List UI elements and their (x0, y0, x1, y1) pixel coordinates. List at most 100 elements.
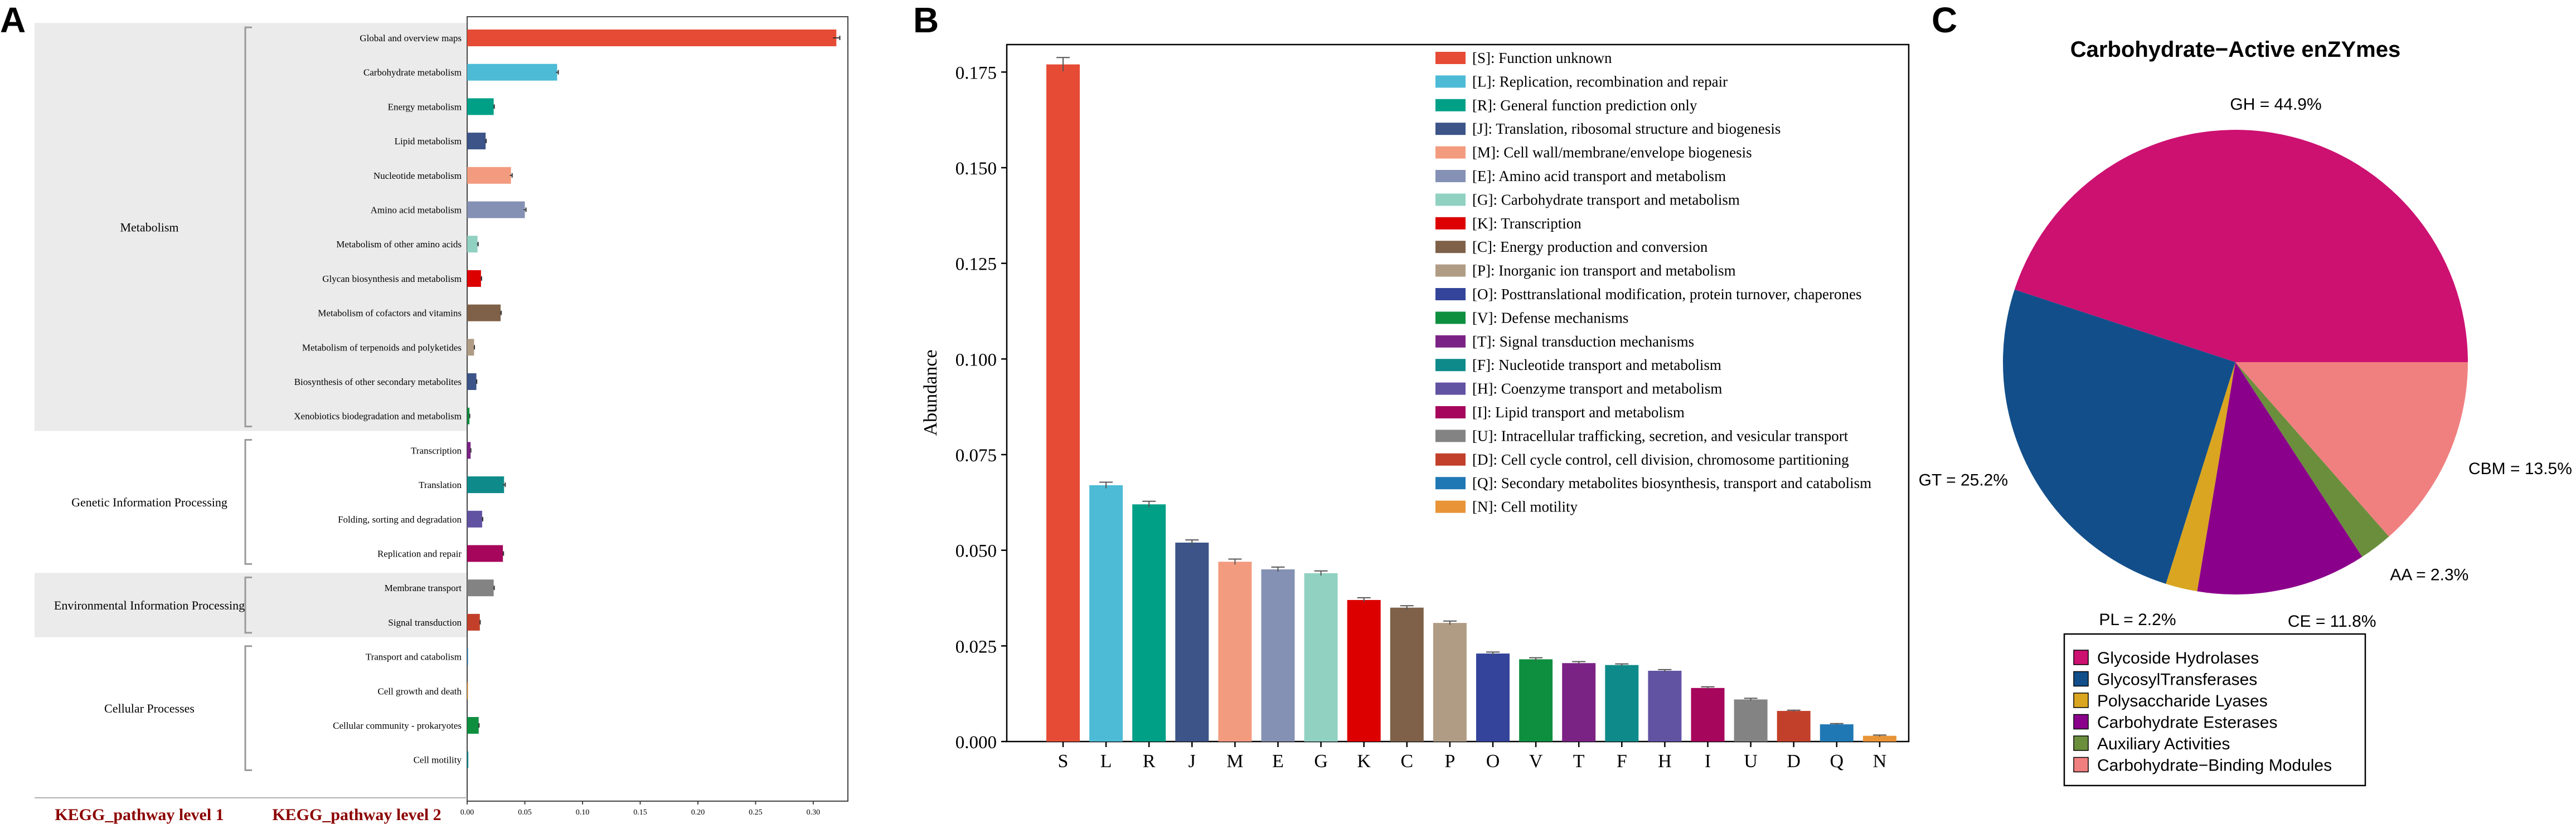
kegg-group-band (35, 573, 467, 637)
cazy-legend-swatch (2073, 757, 2089, 773)
kegg-pathway-label: Translation (419, 480, 462, 490)
cog-x-tick-label: N (1873, 751, 1887, 772)
kegg-bar (467, 98, 494, 115)
kegg-group-labels: Metabolism Genetic Information Processing… (54, 220, 245, 715)
kegg-pathway-label: Transcription (411, 445, 462, 456)
cog-legend-swatch (1435, 359, 1466, 372)
cog-legend-swatch (1435, 500, 1466, 513)
kegg-bar (467, 407, 470, 425)
kegg-bar (467, 373, 477, 390)
kegg-bar (467, 64, 557, 81)
cog-legend-label: [D]: Cell cycle control, cell division, … (1472, 451, 1849, 468)
cog-legend-label: [E]: Amino acid transport and metabolism (1472, 168, 1726, 184)
cazy-slice-gh (2014, 130, 2468, 362)
cazy-slice-cbm (2235, 362, 2468, 537)
cog-bar (1734, 699, 1768, 742)
kegg-bar (467, 613, 480, 631)
cog-bar (1691, 687, 1725, 742)
cog-legend-swatch (1435, 217, 1466, 230)
cog-legend-label: [G]: Carbohydrate transport and metaboli… (1472, 191, 1740, 208)
cog-legend-swatch (1435, 170, 1466, 182)
kegg-bar (467, 304, 501, 321)
cazy-legend-box (2063, 633, 2366, 787)
kegg-group-bracket (244, 26, 252, 428)
cog-x-tick-label: T (1573, 751, 1585, 772)
cog-legend-swatch (1435, 335, 1466, 348)
cog-legend-swatch (1435, 264, 1466, 277)
cazy-slice-label: CE = 11.8% (2288, 612, 2376, 631)
cog-legend-swatch (1435, 430, 1466, 442)
kegg-bar (467, 476, 504, 494)
cog-legend-label: [N]: Cell motility (1472, 499, 1578, 515)
cog-x-tick-label: C (1400, 751, 1413, 772)
cog-legend-label: [V]: Defense mechanisms (1472, 309, 1628, 326)
kegg-pathway-label: Replication and repair (377, 549, 462, 559)
cog-x-tick-label: J (1188, 751, 1196, 772)
kegg-group-brackets (244, 26, 252, 772)
cog-legend-label: [T]: Signal transduction mechanisms (1472, 333, 1694, 350)
kegg-bar (467, 442, 471, 459)
kegg-pathway-label: Lipid metabolism (395, 136, 462, 147)
cog-legend-label: [F]: Nucleotide transport and metabolism (1472, 357, 1721, 373)
kegg-bar (467, 167, 511, 184)
cog-legend-swatch (1435, 477, 1466, 490)
kegg-group-label: Metabolism (120, 220, 178, 234)
cog-legend-swatch (1435, 382, 1466, 395)
kegg-group-label: Environmental Information Processing (54, 598, 245, 612)
cog-legend-label: [K]: Transcription (1472, 215, 1582, 232)
cazy-legend-label: Carbohydrate−Binding Modules (2097, 757, 2332, 775)
cog-x-tick-label: I (1705, 751, 1711, 772)
kegg-x-tick-label: 0.00 (460, 808, 474, 817)
kegg-bar (467, 201, 525, 218)
cazy-legend-label: Glycoside Hydrolases (2097, 649, 2259, 667)
cazy-slice-aa (2235, 362, 2389, 557)
cog-bar (1261, 569, 1295, 742)
cog-bar (1175, 542, 1209, 742)
cazy-title: Carbohydrate−Active enZYmes (2070, 37, 2400, 62)
kegg-bar (467, 717, 479, 734)
cog-legend-swatch (1435, 75, 1466, 88)
cog-bar (1390, 607, 1424, 742)
cog-x-tick-label: G (1314, 751, 1328, 772)
kegg-plot-frame (467, 16, 848, 802)
cazy-legend-swatch (2073, 735, 2089, 751)
cazy-legend-swatch (2073, 671, 2089, 687)
cog-y-tick-label: 0.150 (955, 159, 997, 179)
cog-bar (1519, 659, 1553, 742)
cog-legend: [S]: Function unknown [L]: Replication, r… (1435, 50, 1871, 515)
cog-legend-swatch (1435, 406, 1466, 418)
kegg-group-bands (35, 23, 467, 637)
kegg-group-label: Genetic Information Processing (71, 495, 227, 509)
cog-legend-label: [I]: Lipid transport and metabolism (1472, 404, 1685, 421)
kegg-bar (467, 751, 469, 768)
kegg-group-bracket (244, 439, 252, 565)
kegg-group-bracket (244, 576, 252, 634)
cog-x-tick-label: Q (1830, 751, 1844, 772)
kegg-pathway-label: Nucleotide metabolism (373, 170, 462, 181)
kegg-pathway-label: Amino acid metabolism (371, 205, 462, 216)
cog-legend-swatch (1435, 311, 1466, 324)
cazy-slice-label: GH = 44.9% (2230, 95, 2321, 114)
kegg-pathway-label: Metabolism of cofactors and vitamins (318, 308, 462, 319)
kegg-bar (467, 236, 478, 253)
cog-bar (1132, 504, 1166, 742)
kegg-pathway-label: Transport and catabolism (366, 652, 462, 662)
cog-legend-label: [S]: Function unknown (1472, 50, 1612, 66)
cog-legend-label: [M]: Cell wall/membrane/envelope biogene… (1472, 144, 1752, 161)
cog-bar (1476, 654, 1510, 742)
cog-legend-swatch (1435, 99, 1466, 111)
cog-x-tick-label: P (1444, 751, 1455, 772)
cog-y-label: Abundance (920, 350, 941, 436)
cazy-legend-label: Carbohydrate Esterases (2097, 714, 2278, 732)
kegg-pathway-label: Carbohydrate metabolism (363, 67, 462, 78)
kegg-group-bracket (244, 645, 252, 772)
kegg-pathway-label: Biosynthesis of other secondary metaboli… (294, 377, 462, 387)
cazy-pie (2003, 130, 2468, 595)
cog-x-tick-label: U (1744, 751, 1758, 772)
cog-legend-label: [O]: Posttranslational modification, pro… (1472, 286, 1861, 303)
cog-legend-swatch (1435, 288, 1466, 300)
cazy-slice-label: GT = 25.2% (1919, 471, 2008, 490)
cog-legend-label: [P]: Inorganic ion transport and metabol… (1472, 262, 1736, 279)
cog-y-tick-label: 0.125 (955, 255, 997, 275)
cazy-legend-label: GlycosylTransferases (2097, 671, 2257, 689)
